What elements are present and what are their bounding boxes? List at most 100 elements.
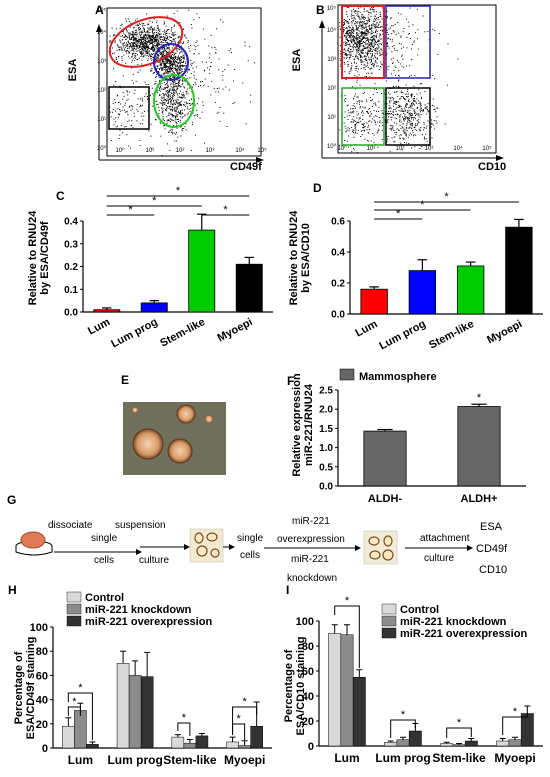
event-dot [152, 32, 153, 34]
panel-d-ylabel-2: by ESA/CD10 [300, 223, 312, 293]
event-dot [354, 95, 356, 97]
event-dot [370, 44, 372, 46]
event-dot [161, 48, 163, 50]
event-dot [170, 108, 172, 110]
event-dot [363, 40, 365, 42]
panel-a-letter: A [95, 3, 104, 17]
event-dot [119, 113, 121, 115]
event-dot [137, 27, 139, 29]
event-dot [399, 124, 401, 126]
event-dot [370, 62, 372, 64]
event-dot [390, 58, 392, 60]
event-dot [369, 76, 371, 78]
event-dot [161, 56, 163, 58]
event-dot [204, 70, 206, 72]
H-bar [116, 663, 130, 749]
event-dot [367, 43, 369, 45]
event-dot [140, 40, 142, 42]
event-dot [169, 67, 171, 69]
event-dot [392, 112, 394, 114]
event-dot [180, 126, 182, 128]
event-dot [179, 71, 181, 73]
event-dot [347, 109, 349, 111]
event-dot [175, 85, 177, 87]
event-dot [364, 59, 366, 60]
event-dot [177, 69, 179, 71]
event-dot [152, 38, 154, 40]
event-dot [391, 137, 393, 139]
event-dot [217, 91, 219, 93]
event-dot [388, 97, 390, 99]
event-dot [386, 66, 388, 68]
event-dot [129, 37, 131, 39]
event-dot [162, 44, 164, 46]
H-bar [128, 675, 142, 749]
cell-icon [210, 548, 220, 558]
event-dot [365, 27, 367, 28]
event-dot [210, 66, 212, 67]
event-dot [139, 40, 141, 42]
event-dot [386, 112, 388, 114]
event-dot [373, 24, 375, 25]
event-dot [348, 41, 349, 43]
event-dot [152, 53, 154, 55]
event-dot [146, 50, 148, 52]
event-dot [170, 61, 172, 63]
event-dot [183, 104, 185, 106]
event-dot [150, 38, 152, 40]
event-dot [174, 94, 175, 96]
event-dot [182, 128, 184, 129]
panel-e-letter: E [121, 373, 129, 387]
event-dot [162, 111, 164, 112]
event-dot [144, 41, 146, 43]
event-dot [190, 63, 192, 65]
event-dot [172, 77, 174, 78]
event-dot [155, 119, 157, 121]
event-dot [393, 97, 395, 99]
event-dot [370, 51, 372, 53]
event-dot [372, 23, 374, 25]
event-dot [177, 119, 179, 121]
C-category-label: Stem-like [158, 316, 207, 350]
event-dot [376, 115, 378, 117]
event-dot [397, 95, 399, 97]
event-dot [204, 69, 205, 71]
event-dot [215, 91, 217, 93]
event-dot [167, 93, 169, 95]
event-dot [416, 114, 418, 116]
event-dot [355, 38, 357, 40]
event-dot [126, 47, 128, 49]
event-dot [182, 65, 184, 67]
step-overexpression: overexpression [277, 534, 345, 545]
event-dot [122, 31, 124, 33]
event-dot [357, 58, 359, 59]
event-dot [362, 27, 364, 29]
event-dot [120, 35, 122, 37]
event-dot [371, 72, 373, 74]
event-dot [415, 32, 416, 34]
event-dot [371, 55, 373, 57]
event-dot [423, 127, 425, 129]
event-dot [165, 39, 167, 41]
event-dot [407, 127, 409, 129]
event-dot [177, 76, 179, 78]
panel-d-ylabel-1: Relative to RNU24 [288, 210, 300, 306]
event-dot [410, 104, 412, 106]
event-dot [110, 40, 112, 42]
event-dot [181, 109, 183, 111]
event-dot [185, 103, 187, 105]
event-dot [171, 67, 172, 69]
event-dot [356, 29, 358, 31]
event-dot [352, 56, 354, 57]
event-dot [382, 52, 384, 54]
event-dot [361, 130, 362, 132]
event-dot [137, 47, 139, 49]
event-dot [161, 74, 163, 76]
event-dot [431, 119, 432, 121]
event-dot [171, 58, 173, 60]
event-dot [163, 50, 165, 52]
event-dot [413, 119, 414, 121]
event-dot [407, 103, 408, 105]
event-dot [398, 110, 400, 112]
event-dot [374, 18, 376, 20]
